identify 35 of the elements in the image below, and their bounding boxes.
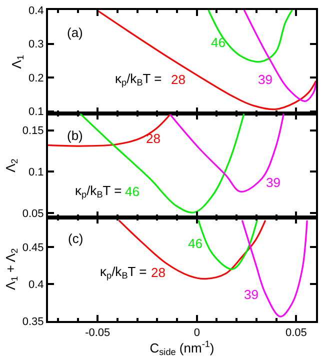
line-series [243,10,316,102]
line-series [48,114,171,147]
series-label: 28 [151,265,166,280]
y-tick-label: 0.4 [28,4,44,17]
series-label: 28 [171,72,186,87]
y-tick-label: 0.4 [28,278,44,291]
x-tick-label: -0.05 [85,327,110,340]
series-label: 39 [266,175,280,190]
series-label: 46 [211,35,226,50]
y-tick-label: 0.2 [28,72,44,84]
series-label: 46 [125,184,140,199]
y-tick-label: 0.3 [28,38,44,51]
line-series [241,219,308,318]
series-label: 39 [258,72,272,87]
x-axis-title: C$_{side}$ (nm$^{-1}$) [150,338,214,357]
series-label: 39 [244,287,258,302]
annotation: (b) [67,128,83,143]
series-label: 28 [146,131,160,146]
y-tick-label: 0.15 [22,125,44,138]
x-tick-label: 0 [194,327,200,340]
y-tick-label: 0.05 [22,208,44,220]
line-series [169,114,284,192]
annotation: (c) [68,231,84,246]
y-tick-label: 0.1 [28,166,44,179]
annotation: κ$_{p}$/k$_{B}$T = [75,183,122,200]
y-tick-label: 0.35 [22,316,44,328]
series-label: 46 [188,236,202,251]
x-tick-label: 0.05 [285,327,307,340]
annotation: κ$_{p}$/k$_{B}$T = [100,264,147,281]
line-series [96,10,316,110]
line-series [208,10,293,63]
annotation: κ$_{p}$/k$_{B}$T = [115,71,162,88]
y-tick-label: 0.1 [28,106,44,118]
y-tick-label: 0.45 [22,242,44,254]
annotation: (a) [67,25,83,40]
